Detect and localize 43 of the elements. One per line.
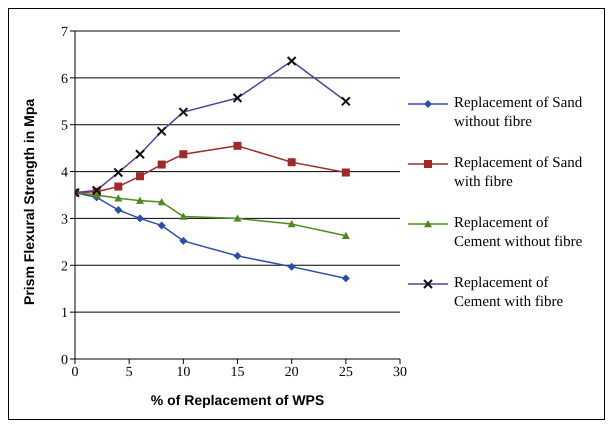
y-tick-label: 4 — [61, 166, 68, 181]
x-axis-title: % of Replacement of WPS — [150, 392, 324, 408]
y-tick-label: 3 — [61, 212, 68, 228]
point — [179, 150, 188, 158]
point — [288, 262, 296, 271]
y-tick-label: 1 — [61, 306, 68, 322]
point — [158, 160, 166, 169]
y-axis-title: Prism Flexural Strength in Mpa — [20, 98, 37, 305]
point — [136, 214, 144, 222]
point — [136, 172, 144, 180]
point — [114, 182, 122, 191]
y-tick-label: 0 — [61, 352, 68, 368]
point — [342, 232, 350, 239]
legend-label: Replacement of Sand without fibre — [454, 94, 584, 132]
x-tick-label: 10 — [176, 364, 190, 380]
point — [288, 220, 296, 228]
legend-label: Replacement of Sand with fibre — [454, 154, 584, 192]
y-tick-label: 5 — [61, 118, 68, 134]
x-tick-label: 0 — [72, 364, 78, 380]
legend-label: Replacement of Cement without fibre — [454, 214, 584, 252]
y-tick-label: 6 — [61, 72, 68, 87]
x-tick-label: 20 — [284, 364, 299, 380]
point — [92, 191, 101, 198]
point — [288, 158, 296, 166]
point — [234, 214, 242, 222]
legend-label: Replacement of Cement with fibre — [454, 274, 564, 312]
point — [179, 212, 188, 220]
point — [234, 142, 242, 150]
x-tick-label: 25 — [338, 364, 353, 380]
point — [114, 206, 122, 214]
point — [158, 198, 166, 206]
y-tick-label: 7 — [61, 24, 68, 40]
point — [179, 236, 188, 245]
x-tick-label: 5 — [126, 364, 133, 380]
point — [136, 196, 144, 204]
point — [342, 168, 350, 177]
x-tick-label: 15 — [230, 364, 244, 380]
point — [342, 274, 350, 282]
point — [158, 221, 166, 230]
x-tick-label: 30 — [393, 364, 407, 380]
point — [114, 194, 122, 202]
point — [234, 252, 242, 260]
y-tick-label: 2 — [61, 259, 68, 274]
